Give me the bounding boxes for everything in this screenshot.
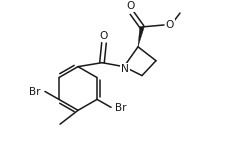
Text: O: O bbox=[166, 20, 174, 30]
Polygon shape bbox=[138, 27, 144, 47]
Text: O: O bbox=[127, 1, 135, 11]
Text: Br: Br bbox=[115, 103, 127, 113]
Text: O: O bbox=[100, 31, 108, 41]
Text: N: N bbox=[121, 64, 129, 74]
Text: Br: Br bbox=[29, 87, 41, 97]
